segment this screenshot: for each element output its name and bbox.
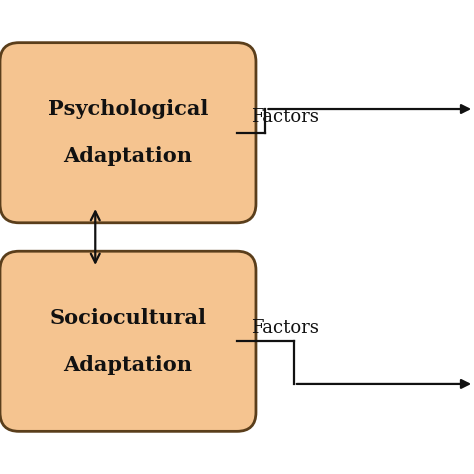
Text: Adaptation: Adaptation: [64, 355, 192, 375]
Text: Factors: Factors: [251, 108, 319, 126]
Text: Adaptation: Adaptation: [64, 146, 192, 166]
Text: Factors: Factors: [251, 319, 319, 337]
Text: Sociocultural: Sociocultural: [49, 308, 207, 328]
FancyBboxPatch shape: [0, 251, 256, 431]
FancyBboxPatch shape: [0, 43, 256, 223]
Text: Psychological: Psychological: [48, 99, 208, 119]
